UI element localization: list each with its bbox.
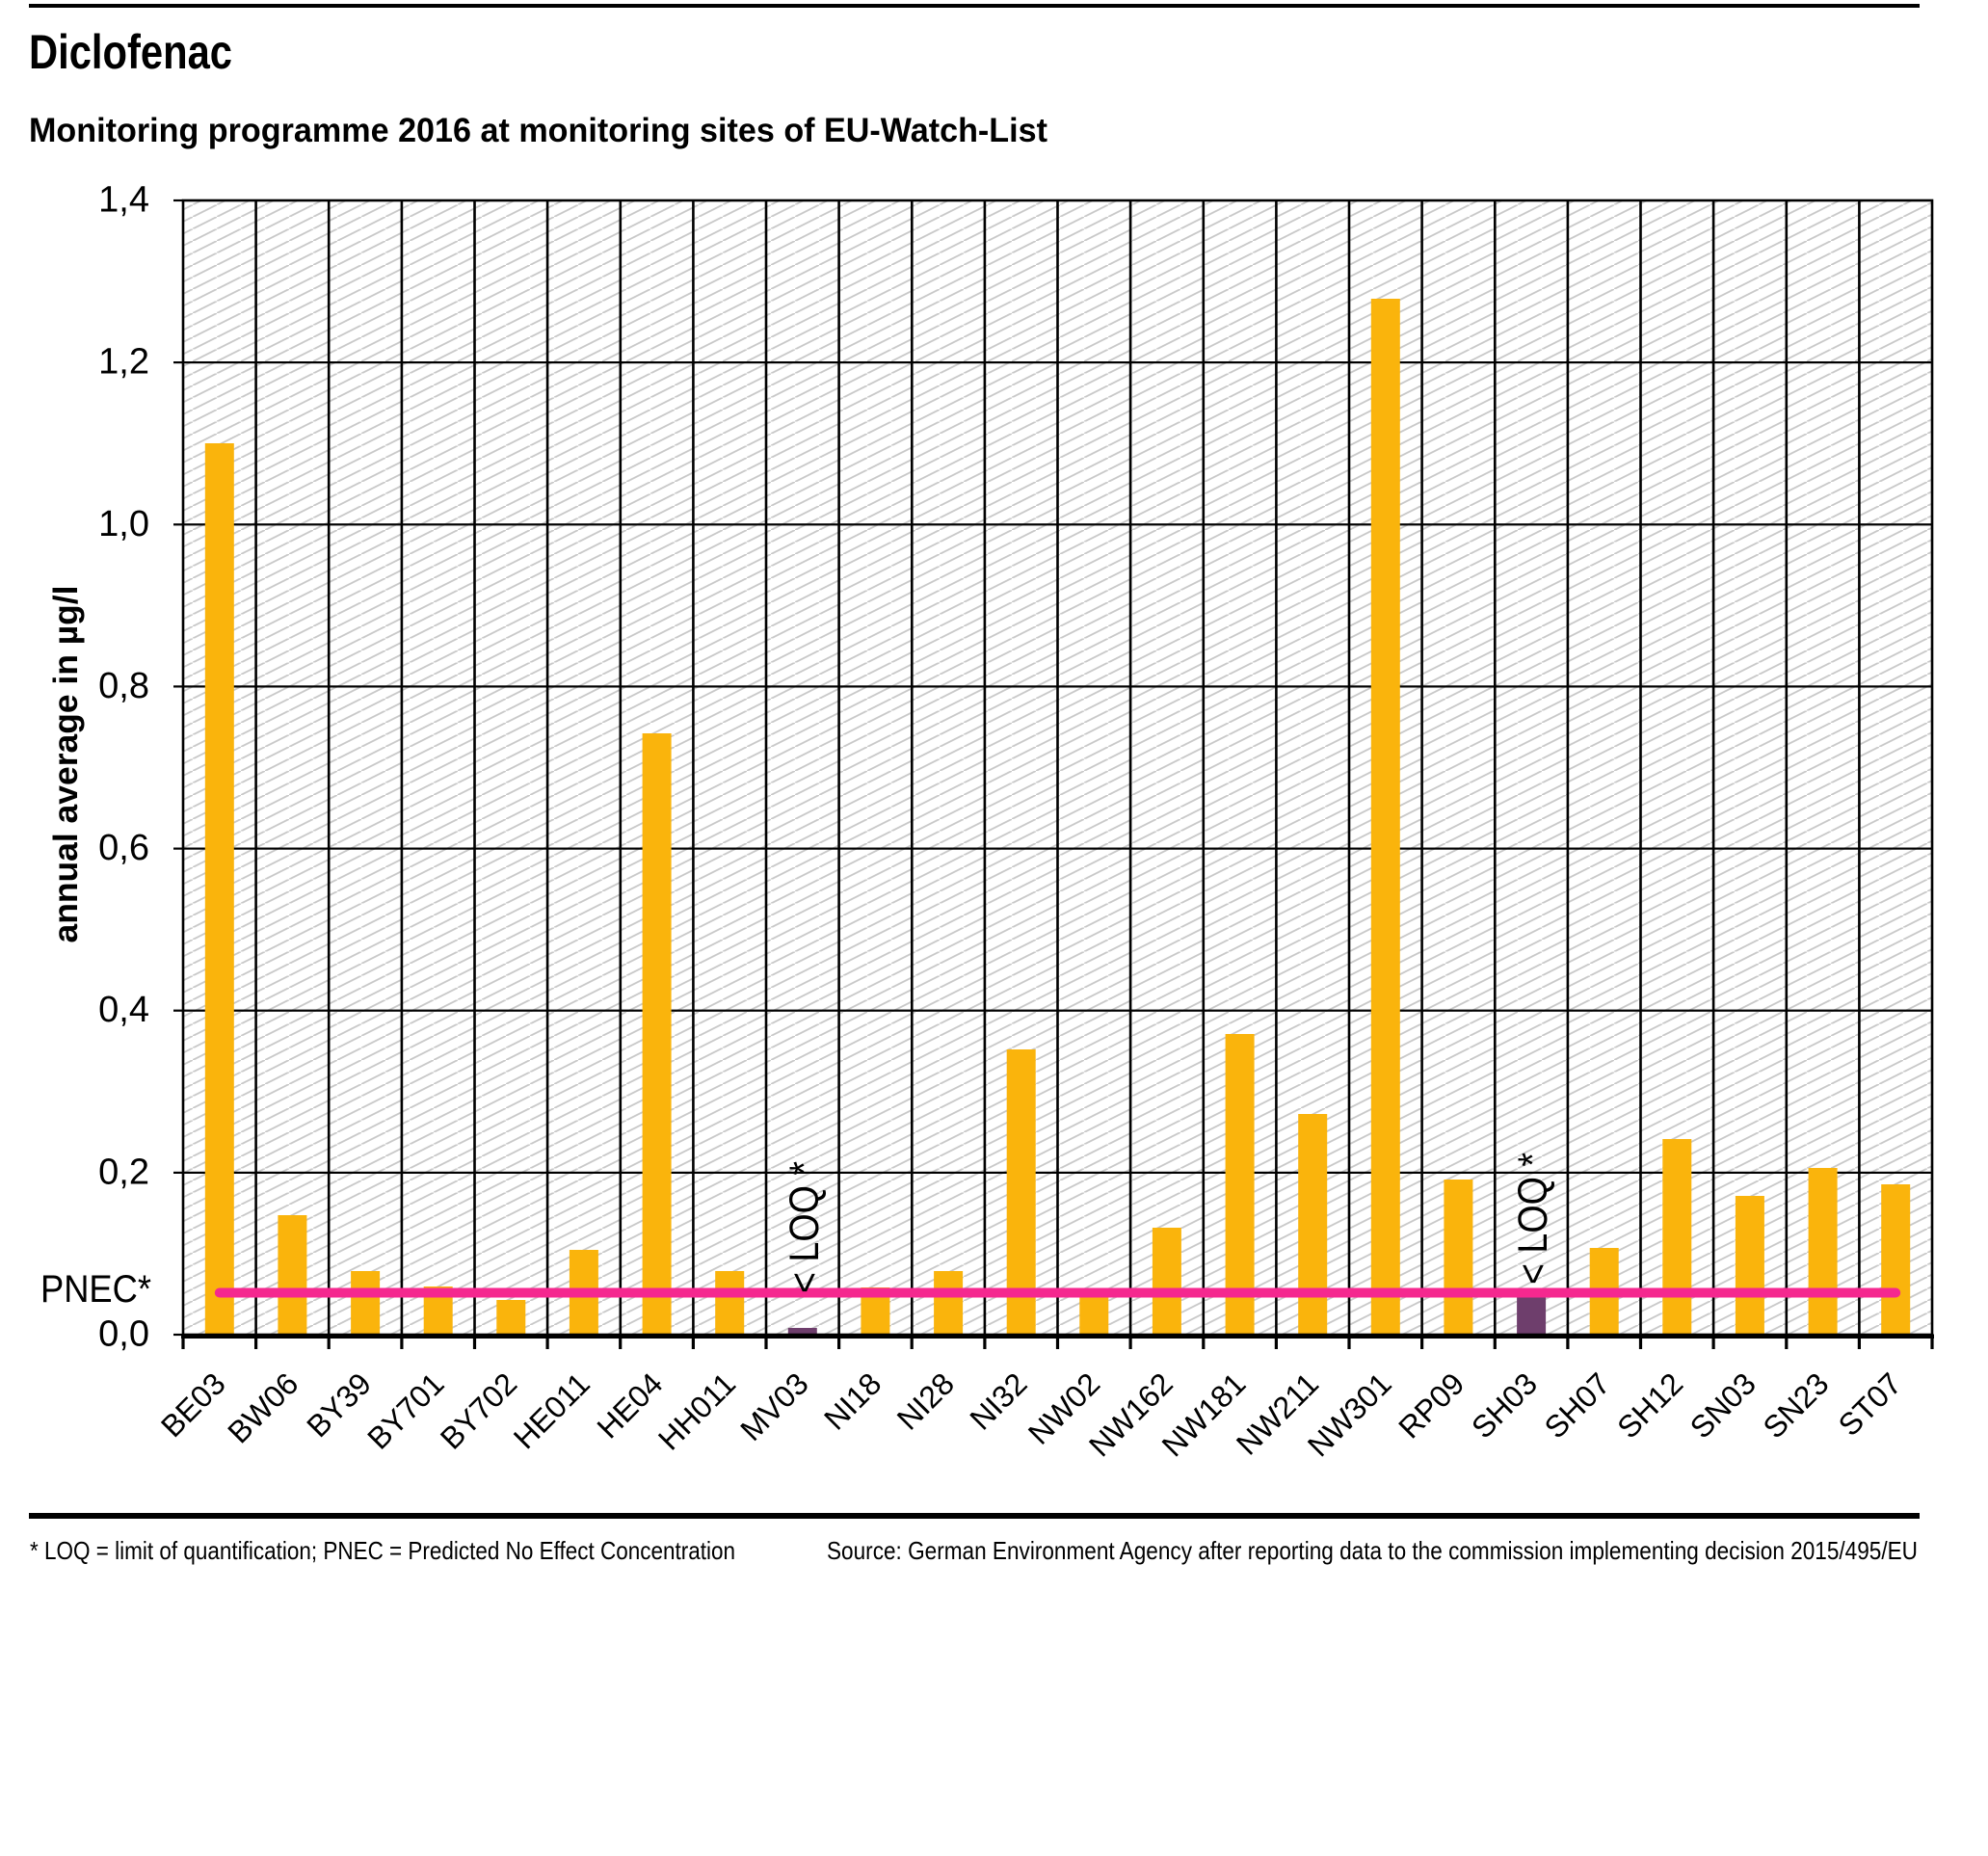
svg-text:0,8: 0,8 <box>98 666 149 706</box>
svg-text:Diclofenac: Diclofenac <box>29 25 232 79</box>
svg-text:* LOQ = limit of quantificatio: * LOQ = limit of quantification; PNEC = … <box>30 1536 735 1565</box>
svg-text:1,4: 1,4 <box>98 180 149 221</box>
svg-text:Monitoring programme 2016 at m: Monitoring programme 2016 at monitoring … <box>29 112 1047 149</box>
svg-text:1,2: 1,2 <box>98 342 149 383</box>
svg-text:0,2: 0,2 <box>98 1152 149 1192</box>
svg-text:0,6: 0,6 <box>98 828 149 868</box>
svg-text:Source: German Environment Age: Source: German Environment Agency after … <box>827 1536 1918 1565</box>
svg-text:1,0: 1,0 <box>98 504 149 544</box>
svg-text:< LOQ *: < LOQ * <box>1510 1153 1556 1285</box>
svg-text:PNEC*: PNEC* <box>40 1268 151 1311</box>
svg-text:< LOQ *: < LOQ * <box>782 1161 828 1293</box>
svg-text:annual average in µg/l: annual average in µg/l <box>47 586 85 943</box>
svg-text:0,4: 0,4 <box>98 990 149 1030</box>
svg-text:0,0: 0,0 <box>98 1314 149 1355</box>
